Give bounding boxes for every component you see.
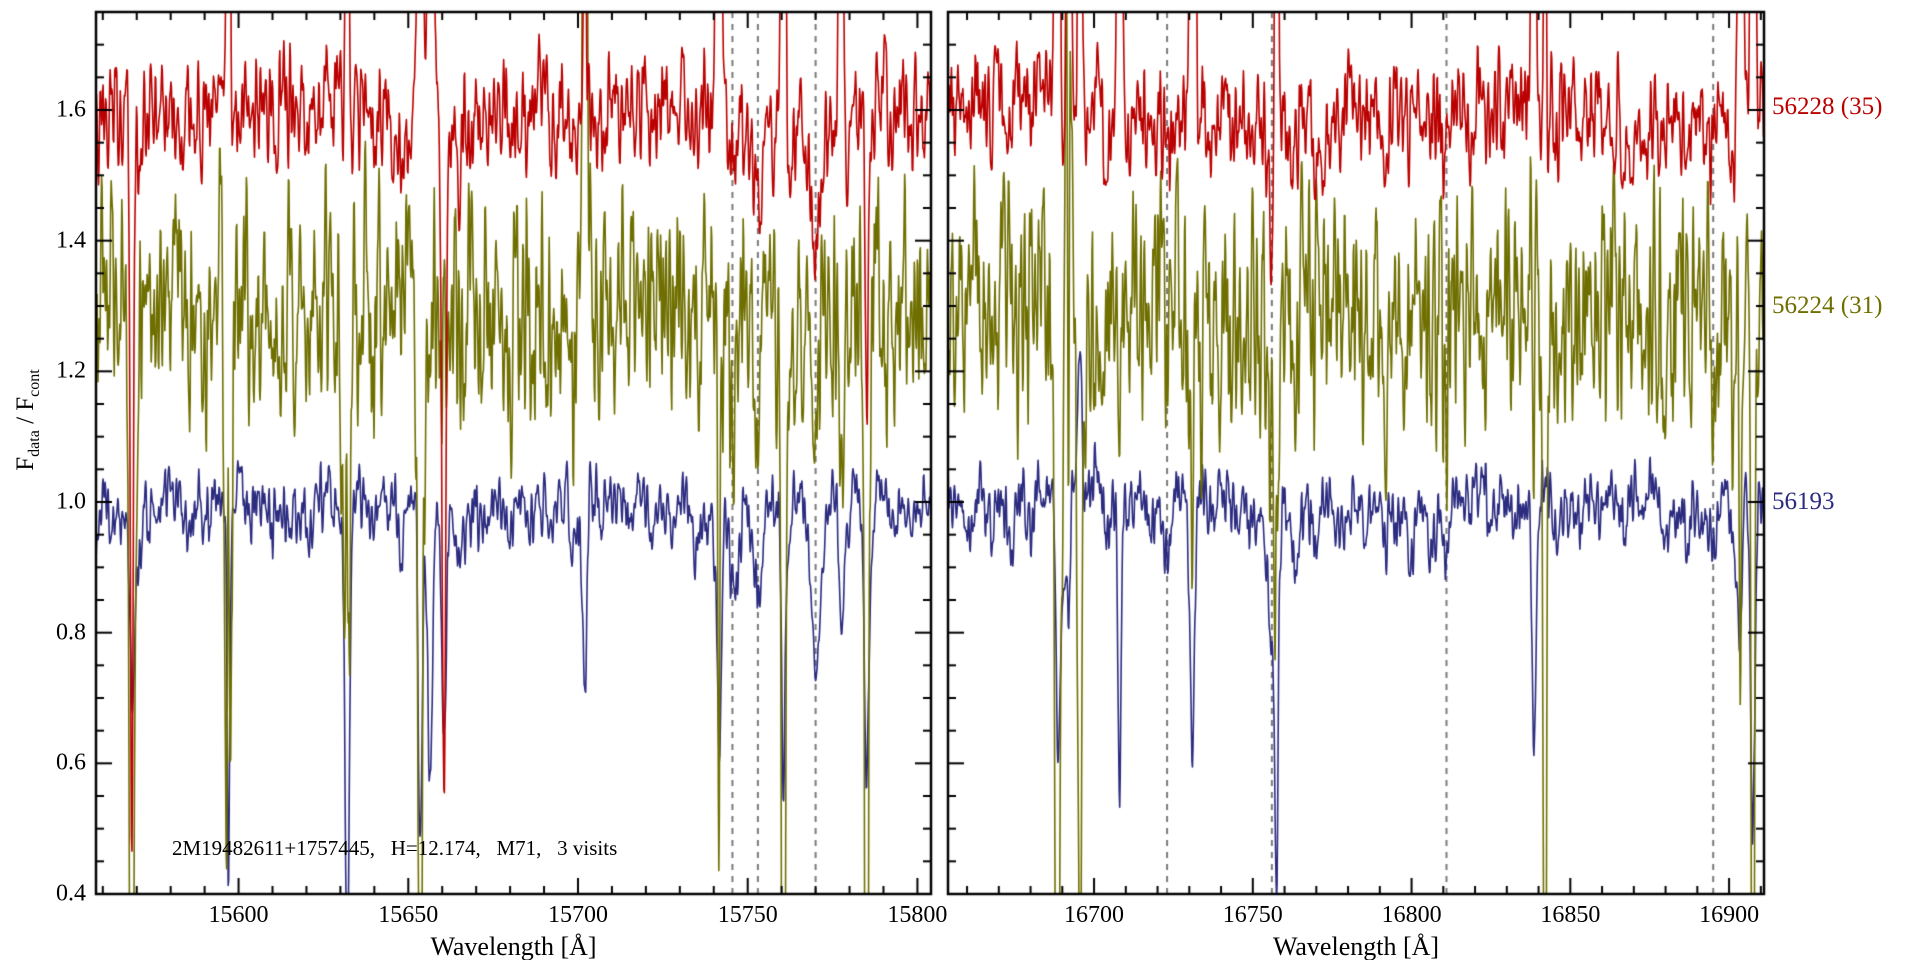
spectra-canvas	[0, 0, 1920, 960]
spectra-figure: Fdata / Fcont 2M19482611+1757445, H=12.1…	[0, 0, 1920, 960]
